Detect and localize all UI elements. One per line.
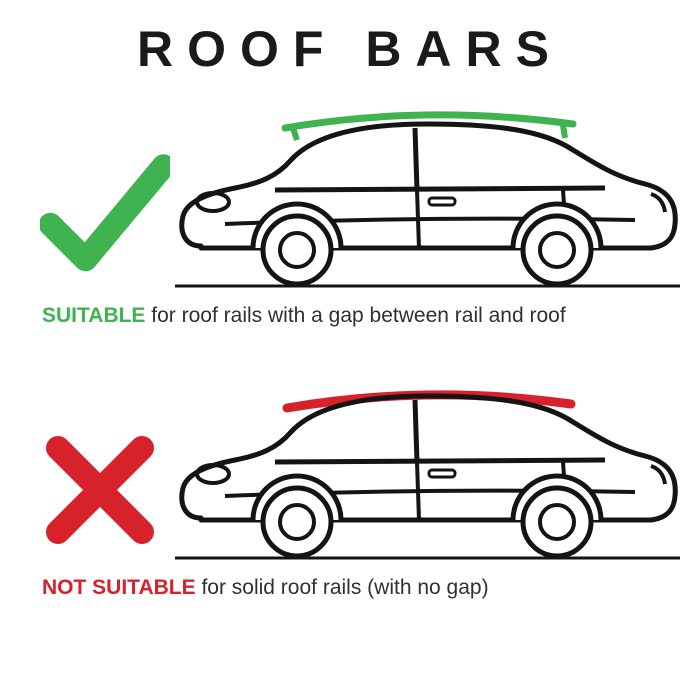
car-unsuitable [165,370,685,570]
cross-icon [40,425,160,555]
unsuitable-row: NOT SUITABLE for solid roof rails (with … [30,360,670,600]
unsuitable-caption: NOT SUITABLE for solid roof rails (with … [30,576,670,600]
check-icon [40,153,170,283]
page-title: ROOF BARS [30,20,670,78]
suitable-lead: SUITABLE [42,304,145,327]
suitable-row: SUITABLE for roof rails with a gap betwe… [30,88,670,328]
spacer [30,328,670,360]
suitable-caption: SUITABLE for roof rails with a gap betwe… [30,304,670,328]
suitable-rest: for roof rails with a gap between rail a… [145,304,565,327]
infographic: ROOF BARS [0,0,700,700]
unsuitable-lead: NOT SUITABLE [42,576,196,599]
car-suitable [165,98,685,298]
unsuitable-rest: for solid roof rails (with no gap) [196,576,489,599]
